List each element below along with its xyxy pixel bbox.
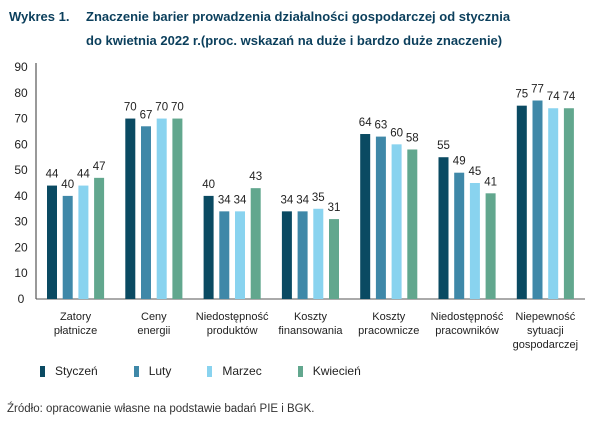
bar-kwiecień [329,219,339,299]
category-label: Ceny [141,311,167,323]
category-label: finansowania [278,325,343,337]
bar-styczeń [281,211,292,299]
legend-item: Luty [133,364,172,378]
data-label: 74 [563,91,576,103]
category-label: pracowników [435,325,499,337]
bar-luty [219,211,230,299]
data-label: 44 [46,169,59,181]
data-label: 34 [234,194,247,206]
source-note: Źródło: opracowanie własne na podstawie … [7,403,315,415]
data-label: 67 [140,109,153,121]
chart-title-line2: do kwietnia 2022 r.(proc. wskazań na duż… [86,33,503,48]
data-label: 75 [515,89,528,101]
data-label: 45 [469,166,482,178]
bar-chart: 010203040506070809044404447Zatorypłatnic… [14,60,585,351]
category-label: gospodarczej [513,339,578,351]
chart-title-label: Wykres 1. [9,9,70,24]
data-label: 40 [202,179,215,191]
bar-kwiecień [250,188,261,299]
data-label: 77 [531,84,544,96]
bar-marzec [469,183,480,299]
data-label: 40 [61,179,74,191]
data-label: 34 [281,194,294,206]
legend: Styczeń Luty Marzec Kwiecień [40,364,397,378]
legend-label: Styczeń [55,364,98,378]
legend-label: Kwiecień [312,364,361,378]
category-label: energii [137,325,170,337]
data-label: 55 [437,140,450,152]
bar-styczeń [516,105,527,300]
bar-luty [62,195,73,299]
legend-item: Kwiecień [297,364,361,378]
y-tick-label: 60 [14,137,28,151]
data-label: 70 [155,102,168,114]
y-tick-label: 70 [14,112,28,126]
bar-styczeń [360,134,371,299]
y-tick-label: 30 [14,215,28,229]
category-label: Niedostępność [431,311,504,323]
category-label: pracownicze [358,325,419,337]
data-label: 43 [249,171,262,183]
bar-kwiecień [563,108,574,299]
data-label: 64 [359,117,372,129]
category-label: Koszty [372,311,406,323]
data-label: 74 [547,91,560,103]
data-label: 35 [312,192,325,204]
category-label: Niedostępność [196,311,269,323]
data-label: 41 [484,176,497,188]
y-tick-label: 80 [14,86,28,100]
bar-marzec [235,211,245,299]
bar-kwiecień [485,193,496,299]
y-tick-label: 90 [14,60,28,74]
legend-swatch [297,365,303,377]
chart-title-line1: Znaczenie barier prowadzenia działalnośc… [86,9,511,24]
bar-kwiecień [94,177,105,299]
bar-styczeń [125,118,136,299]
bar-luty [297,211,308,299]
data-label: 31 [328,202,341,214]
bar-luty [532,100,543,299]
bar-marzec [391,144,402,299]
category-label: Niepewność [515,311,575,323]
bar-marzec [156,118,167,299]
data-label: 44 [77,169,90,181]
data-label: 70 [124,102,137,114]
bar-marzec [78,185,89,299]
legend-item: Styczeń [40,364,98,378]
category-label: Koszty [294,311,328,323]
bar-luty [454,172,465,299]
data-label: 34 [296,194,309,206]
data-label: 58 [406,132,419,144]
legend-item: Marzec [207,364,262,378]
category-label: płatnicze [54,325,97,337]
data-label: 34 [218,194,231,206]
bar-luty [375,136,386,299]
data-label: 49 [453,156,466,168]
y-tick-label: 50 [14,163,28,177]
bar-luty [141,126,151,300]
y-tick-label: 10 [14,266,28,280]
bar-kwiecień [172,118,183,299]
bar-marzec [313,208,324,299]
legend-label: Luty [148,364,172,378]
data-label: 63 [375,120,388,132]
bar-styczeń [203,195,214,299]
legend-swatch [40,365,45,377]
bar-styczeń [47,185,57,299]
y-tick-label: 20 [14,240,28,254]
legend-swatch [133,365,139,377]
y-tick-label: 40 [14,189,28,203]
bar-styczeń [438,157,449,299]
bar-marzec [548,108,559,299]
data-label: 70 [171,102,184,114]
data-label: 47 [93,161,106,173]
y-tick-label: 0 [18,292,25,306]
legend-swatch [207,365,213,377]
category-label: Zatory [60,311,92,323]
category-label: sytuacji [527,325,564,337]
data-label: 60 [390,127,403,139]
category-label: produktów [207,325,258,337]
bar-kwiecień [407,149,418,299]
legend-label: Marzec [222,364,262,378]
